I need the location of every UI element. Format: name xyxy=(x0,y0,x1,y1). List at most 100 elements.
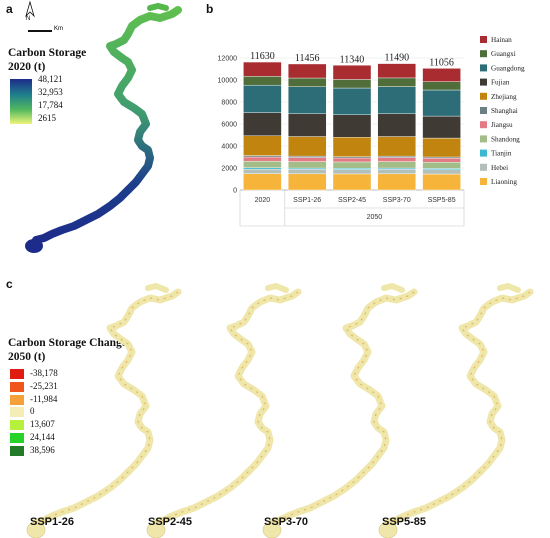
coastline-north xyxy=(145,282,169,293)
change-legend-swatch xyxy=(10,420,24,431)
bar-segment xyxy=(332,79,372,89)
legend-label: Shanghai xyxy=(491,107,518,115)
change-legend-label: -38,178 xyxy=(30,368,58,378)
change-map xyxy=(26,282,182,538)
bar-segment xyxy=(332,173,372,191)
change-legend-label: -25,231 xyxy=(30,380,58,391)
legend-label: Guangxi xyxy=(491,50,516,58)
bar-segment xyxy=(422,89,461,117)
scale-label: Km xyxy=(54,26,63,32)
bar-segment xyxy=(287,113,327,137)
y-tick-label: 12000 xyxy=(218,56,238,63)
bar-segment xyxy=(243,156,282,162)
bar-segment xyxy=(287,157,327,162)
bar-segment xyxy=(422,173,461,191)
change-legend-swatch xyxy=(10,433,24,443)
change-legend-swatch xyxy=(10,394,24,405)
coastline xyxy=(152,288,302,526)
change-legend-label: 13,607 xyxy=(30,419,55,430)
bar-total-label: 11490 xyxy=(384,53,409,64)
panel-c-legend-title-line1: Carbon Storage Change xyxy=(8,337,127,349)
change-legend-label: 24,144 xyxy=(30,432,55,442)
bar-segment xyxy=(422,115,461,139)
bar-total-label: 11056 xyxy=(429,57,454,68)
change-hotspots xyxy=(35,291,179,523)
y-tick-label: 4000 xyxy=(221,144,237,151)
coastline-north xyxy=(265,282,289,293)
legend-swatch xyxy=(480,107,487,114)
legend-swatch xyxy=(480,36,487,43)
legend-label: Zhejiang xyxy=(491,93,517,101)
coastline-north xyxy=(497,282,521,293)
panel-a-legend-title-line1: Carbon Storage xyxy=(8,47,87,59)
change-legend-label: 0 xyxy=(30,406,35,417)
bar-segment xyxy=(332,65,372,80)
bar-segment xyxy=(377,113,417,137)
hainan-island xyxy=(146,521,166,538)
change-hotspots xyxy=(271,291,415,523)
bar-segment xyxy=(287,63,327,79)
bar-segment xyxy=(332,161,372,169)
bar-segment xyxy=(243,84,282,113)
y-tick-label: 2000 xyxy=(221,166,237,173)
bar-segment xyxy=(287,155,327,158)
bar-segment xyxy=(243,135,282,156)
north-arrow-icon xyxy=(25,0,35,18)
bar-segment xyxy=(332,87,372,115)
colorbar-label-2: 32,953 xyxy=(38,87,63,97)
north-label: N xyxy=(26,16,31,22)
scenario-label: SSP2-45 xyxy=(148,516,193,528)
change-legend-swatch xyxy=(10,445,24,456)
legend-swatch xyxy=(480,78,487,86)
scenario-label: SSP1-26 xyxy=(30,516,75,528)
bar-segment xyxy=(243,160,282,168)
legend-swatch xyxy=(480,92,487,100)
y-tick-label: 10000 xyxy=(218,78,238,85)
x-tick-label: 2020 xyxy=(255,197,271,204)
change-legend-swatch xyxy=(10,381,24,392)
bar-segment xyxy=(287,136,327,157)
bar-segment xyxy=(422,161,461,169)
coastline xyxy=(384,288,534,526)
hainan-island xyxy=(378,521,398,538)
hainan-island xyxy=(26,521,46,538)
panel-c-label: c xyxy=(6,277,13,291)
legend-swatch xyxy=(480,50,487,58)
bar-total-label: 11456 xyxy=(295,53,320,64)
panel-c-legend-title-line2: 2050 (t) xyxy=(8,351,46,363)
bar-segment xyxy=(377,157,417,162)
change-legend-label: -11,984 xyxy=(30,393,58,404)
bar-segment xyxy=(377,161,417,169)
legend-swatch xyxy=(480,178,487,185)
colorbar-label-max: 48,121 xyxy=(38,74,63,84)
change-hotspots xyxy=(387,291,531,523)
bar-segment xyxy=(243,76,282,86)
y-tick-label: 6000 xyxy=(221,122,237,129)
change-legend-swatch xyxy=(10,369,24,379)
scenario-label: SSP3-70 xyxy=(264,516,309,528)
bar-segment xyxy=(287,161,327,169)
bar-segment xyxy=(287,173,327,191)
coastline xyxy=(32,288,182,526)
change-map xyxy=(262,282,418,538)
legend-label: Tianjin xyxy=(491,150,512,158)
bar-segment xyxy=(243,112,282,136)
x-tick-label: SSP5-85 xyxy=(428,197,456,204)
legend-label: Hebei xyxy=(491,164,508,172)
legend-label: Fujian xyxy=(491,79,510,87)
change-maps xyxy=(26,282,534,538)
colorbar-label-3: 17,784 xyxy=(38,100,63,110)
bar-segment xyxy=(243,173,282,191)
bar-segment xyxy=(377,155,417,158)
change-legend-swatch xyxy=(10,407,24,418)
bar-segment xyxy=(422,158,461,163)
legend-label: Hainan xyxy=(491,36,512,44)
x-tick-label: SSP2-45 xyxy=(338,197,366,204)
bar-segment xyxy=(332,114,372,138)
legend-swatch xyxy=(480,121,487,129)
carbon-storage-colorbar xyxy=(10,79,32,124)
bar-segment xyxy=(377,86,417,114)
change-map xyxy=(378,282,534,538)
bar-segment xyxy=(243,168,282,174)
legend-label: Shandong xyxy=(491,135,520,143)
